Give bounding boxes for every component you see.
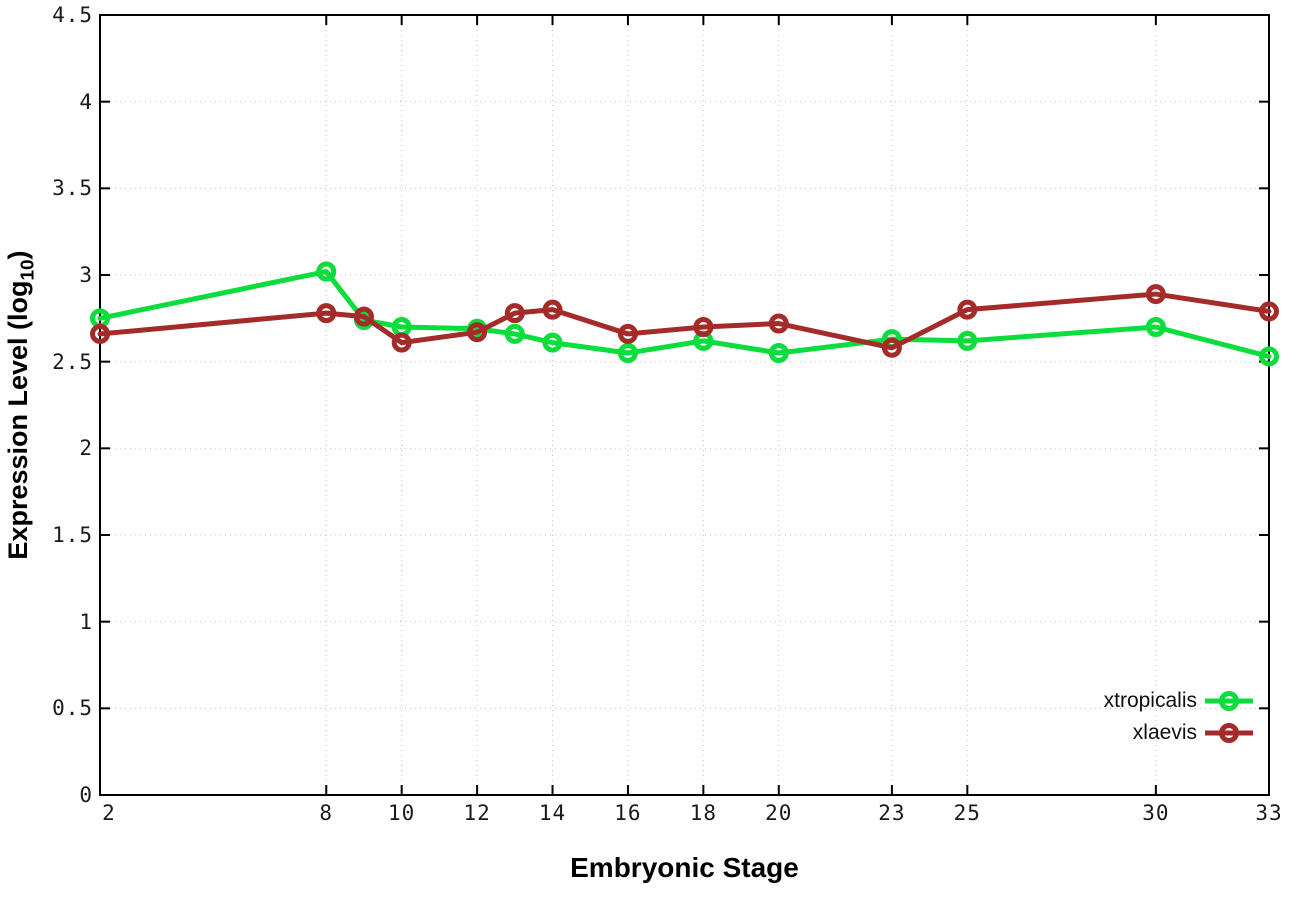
marker-xtropicalis xyxy=(504,323,525,344)
marker-xlaevis xyxy=(1259,301,1279,322)
legend-label-xlaevis: xlaevis xyxy=(1132,721,1197,744)
legend-sample-marker-xlaevis xyxy=(1219,723,1239,743)
y-tick-label: 0.5 xyxy=(52,696,93,721)
marker-xlaevis xyxy=(881,337,902,358)
x-axis-title: Embryonic Stage xyxy=(570,852,799,883)
y-tick-label: 4 xyxy=(79,89,93,114)
x-tick-label: 25 xyxy=(953,801,981,825)
x-tick-label: 14 xyxy=(538,801,567,825)
marker-xtropicalis xyxy=(316,261,337,282)
plot-border xyxy=(99,14,1270,796)
marker-xtropicalis xyxy=(957,330,978,351)
y-tick-label: 4.5 xyxy=(52,3,93,27)
marker-xtropicalis xyxy=(1259,346,1279,367)
y-tick-label: 3 xyxy=(79,263,93,287)
x-tick-label: 10 xyxy=(388,801,416,825)
series-line-xlaevis xyxy=(97,291,1272,351)
x-tick-label: 2 xyxy=(102,801,116,825)
y-tick-label: 0 xyxy=(79,783,93,807)
marker-xlaevis xyxy=(768,313,789,334)
x-tick-label: 16 xyxy=(614,801,642,825)
marker-xlaevis xyxy=(1145,284,1166,305)
marker-xlaevis xyxy=(467,322,488,343)
marker-xlaevis xyxy=(957,299,978,320)
marker-xtropicalis xyxy=(1145,317,1166,337)
x-tick-label: 23 xyxy=(878,801,906,825)
marker-xlaevis xyxy=(90,323,110,344)
y-tick-label: 1.5 xyxy=(52,523,93,547)
x-tick-label: 8 xyxy=(319,801,334,825)
marker-xlaevis xyxy=(617,323,638,344)
marker-xlaevis xyxy=(504,303,525,324)
y-tick-label: 1 xyxy=(79,609,93,634)
marker-xlaevis xyxy=(391,332,412,353)
y-axis-title: Expression Level (log10) xyxy=(3,155,39,655)
marker-xlaevis xyxy=(353,306,374,327)
marker-xtropicalis xyxy=(542,332,563,353)
y-axis-title-suffix: ) xyxy=(3,250,33,260)
y-tick-label: 2.5 xyxy=(52,349,93,374)
x-tick-label: 33 xyxy=(1255,801,1283,825)
x-tick-label: 20 xyxy=(765,801,793,825)
x-tick-label: 12 xyxy=(463,801,491,825)
x-tick-label: 18 xyxy=(689,801,717,825)
y-tick-label: 3.5 xyxy=(52,176,93,201)
x-tick-label: 30 xyxy=(1142,801,1170,825)
marker-xlaevis xyxy=(693,317,714,337)
marker-xtropicalis xyxy=(768,343,789,363)
marker-xlaevis xyxy=(316,303,337,324)
legend-label-xtropicalis: xtropicalis xyxy=(1103,689,1197,712)
series-line-xtropicalis xyxy=(97,269,1272,359)
y-axis-title-subscript: 10 xyxy=(17,259,39,281)
y-axis-title-text: Expression Level (log xyxy=(3,280,33,560)
legend-sample-marker-xtropicalis xyxy=(1219,691,1239,711)
marker-xtropicalis xyxy=(617,343,638,363)
marker-xlaevis xyxy=(542,299,563,320)
y-tick-label: 2 xyxy=(79,436,93,461)
